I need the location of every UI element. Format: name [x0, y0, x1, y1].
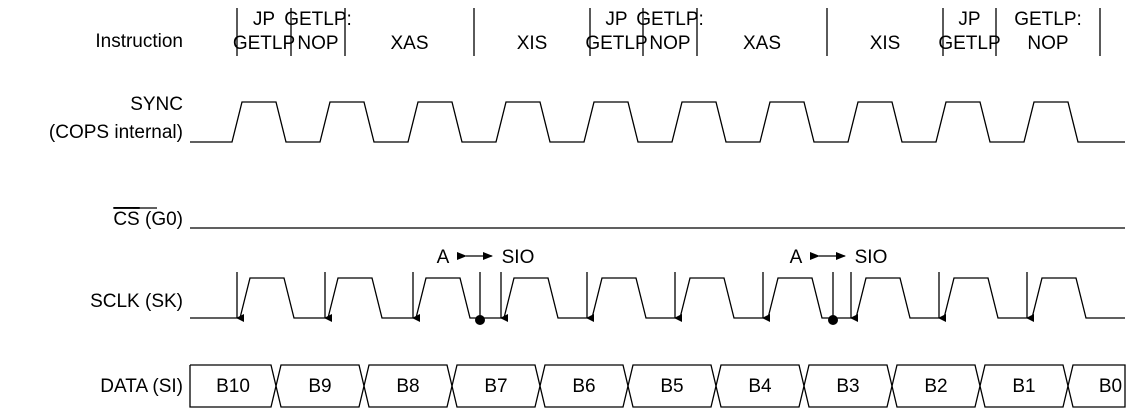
label: SYNC — [130, 94, 183, 115]
instruction: GETLP: — [1014, 9, 1082, 30]
data-cell — [1067, 364, 1126, 408]
instruction: JP — [958, 9, 980, 30]
annotation: SIO — [855, 247, 888, 268]
instruction: GETLP — [233, 33, 295, 54]
instruction: XAS — [743, 33, 781, 54]
instruction: GETLP — [585, 33, 647, 54]
data-cell — [189, 364, 277, 408]
instruction: GETLP: — [284, 9, 352, 30]
instruction: NOP — [1027, 33, 1068, 54]
annotation: SIO — [502, 247, 535, 268]
label: DATA (SI) — [100, 376, 183, 397]
bit-label: B5 — [660, 376, 683, 397]
overline-text: CS — [113, 209, 139, 230]
bit-label: B6 — [572, 376, 595, 397]
label: (COPS internal) — [49, 122, 183, 143]
bit-label: B8 — [396, 376, 419, 397]
instruction: GETLP — [938, 33, 1000, 54]
bit-label: B0 — [1099, 376, 1122, 397]
instruction: XIS — [870, 33, 901, 54]
data-cell — [275, 364, 365, 408]
bit-label: B3 — [836, 376, 859, 397]
bit-label: B4 — [748, 376, 772, 397]
sample-dot — [475, 315, 485, 325]
data-cell — [627, 364, 717, 408]
data-cell — [715, 364, 805, 408]
sync-wave — [190, 101, 1125, 143]
label-rest: (G0) — [140, 209, 183, 230]
sclk-wave — [190, 277, 1125, 319]
label: CS (G0) — [113, 209, 183, 230]
instruction: NOP — [649, 33, 690, 54]
instruction: JP — [253, 9, 275, 30]
instruction: XIS — [517, 33, 548, 54]
annotation: A — [437, 247, 450, 268]
data-cell — [891, 364, 981, 408]
instruction: JP — [605, 9, 627, 30]
instruction: XAS — [390, 33, 428, 54]
label: SCLK (SK) — [90, 291, 183, 312]
bit-label: B7 — [484, 376, 507, 397]
bit-label: B9 — [308, 376, 331, 397]
label: Instruction — [95, 31, 183, 52]
data-cell — [363, 364, 453, 408]
data-cell — [451, 364, 541, 408]
bit-label: B1 — [1012, 376, 1035, 397]
annotation: A — [790, 247, 803, 268]
data-cell — [803, 364, 893, 408]
bit-label: B2 — [924, 376, 947, 397]
sample-dot — [828, 315, 838, 325]
instruction: NOP — [297, 33, 338, 54]
data-cell — [979, 364, 1069, 408]
instruction: GETLP: — [636, 9, 704, 30]
bit-label: B10 — [216, 376, 250, 397]
data-cell — [539, 364, 629, 408]
